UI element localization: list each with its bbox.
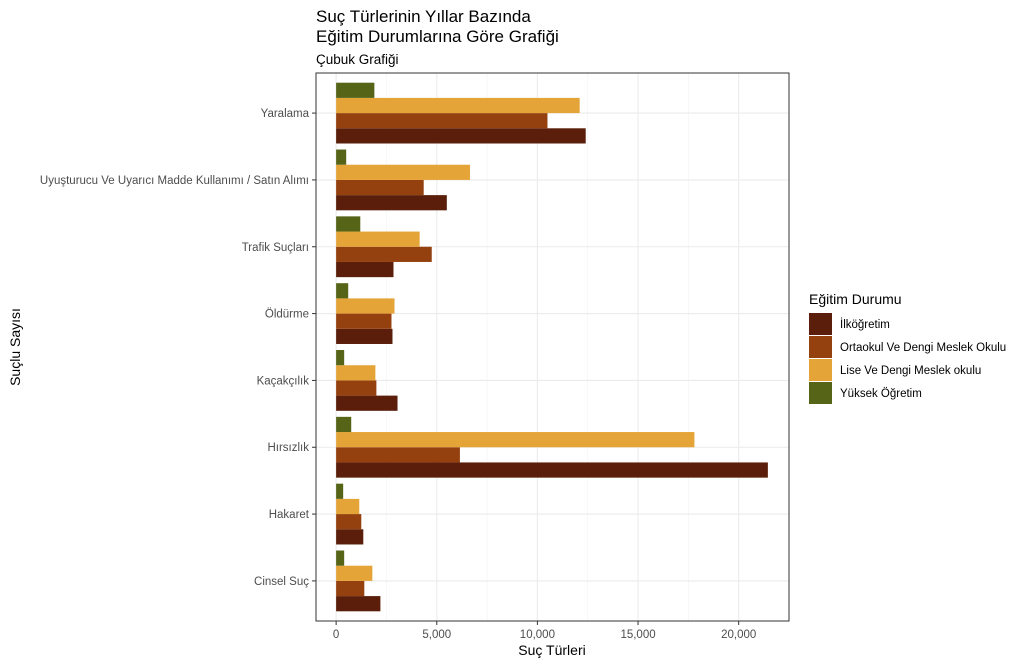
y-tick-label: Kaçakçılık — [257, 375, 310, 387]
legend-label: Lise Ve Dengi Meslek okulu — [840, 365, 981, 377]
bar — [336, 261, 394, 278]
bar — [336, 462, 768, 478]
bar — [336, 350, 345, 366]
x-tick-label: 20,000 — [721, 629, 756, 641]
bar — [336, 596, 381, 612]
y-tick-label: Hakaret — [269, 509, 310, 521]
legend-swatch — [809, 313, 832, 335]
bar — [336, 149, 347, 165]
bar — [336, 432, 695, 448]
bar — [336, 179, 424, 196]
x-tick-label: 15,000 — [620, 629, 655, 641]
bar — [336, 514, 362, 530]
x-axis-title: Suç Türleri — [518, 642, 585, 658]
x-tick-label: 5,000 — [422, 629, 451, 641]
bar — [336, 113, 548, 129]
bar — [336, 565, 373, 581]
y-axis-title: Suçlu Sayısı — [7, 308, 23, 386]
y-tick-label: Hırsızlık — [267, 442, 309, 454]
bar — [336, 298, 395, 314]
bar — [336, 395, 398, 411]
bar — [336, 328, 393, 344]
legend: Eğitim Durumu İlköğretim Ortaokul Ve Deng… — [809, 291, 1006, 404]
bar — [336, 529, 364, 545]
x-axis: 0 5,000 10,000 15,000 20,000 — [333, 621, 756, 641]
legend-label: Ortaokul Ve Dengi Meslek Okulu — [840, 342, 1006, 354]
y-tick-label: Öldürme — [265, 309, 309, 321]
bar — [336, 483, 344, 499]
plot-panel-border — [315, 72, 790, 622]
bar — [336, 97, 580, 114]
bar — [336, 195, 447, 211]
legend-swatch — [809, 336, 832, 358]
bar — [336, 550, 345, 566]
legend-swatch — [809, 382, 832, 404]
bar — [336, 447, 460, 463]
y-axis: Yaralama Uyuşturucu Ve Uyarıcı Madde Kull… — [40, 108, 316, 588]
bar — [336, 313, 392, 329]
bar — [336, 128, 586, 144]
bar — [336, 82, 375, 98]
legend-title: Eğitim Durumu — [809, 291, 902, 307]
bar — [336, 365, 376, 381]
bar — [336, 416, 352, 433]
bar — [336, 498, 360, 515]
bar — [336, 231, 420, 247]
bar — [336, 380, 377, 396]
y-tick-label: Trafik Suçları — [242, 242, 309, 254]
chart-title-line-1: Suç Türlerinin Yıllar Bazında — [316, 7, 531, 26]
y-tick-label: Yaralama — [261, 108, 310, 120]
bar — [336, 580, 365, 597]
y-tick-label: Cinsel Suç — [254, 576, 309, 588]
bar — [336, 216, 361, 232]
legend-label: Yüksek Öğretim — [840, 388, 922, 400]
legend-label: İlköğretim — [840, 318, 890, 331]
bar — [336, 283, 349, 299]
chart-title-line-2: Eğitim Durumlarına Göre Grafiği — [316, 27, 559, 46]
grid — [316, 73, 789, 621]
bar — [336, 164, 470, 180]
legend-swatch — [809, 359, 832, 381]
bars — [336, 82, 768, 612]
bar — [336, 246, 432, 262]
chart-subtitle: Çubuk Grafiği — [316, 52, 399, 67]
x-tick-label: 0 — [333, 629, 339, 641]
x-tick-label: 10,000 — [520, 629, 555, 641]
y-tick-label: Uyuşturucu Ve Uyarıcı Madde Kullanımı / … — [40, 175, 309, 187]
